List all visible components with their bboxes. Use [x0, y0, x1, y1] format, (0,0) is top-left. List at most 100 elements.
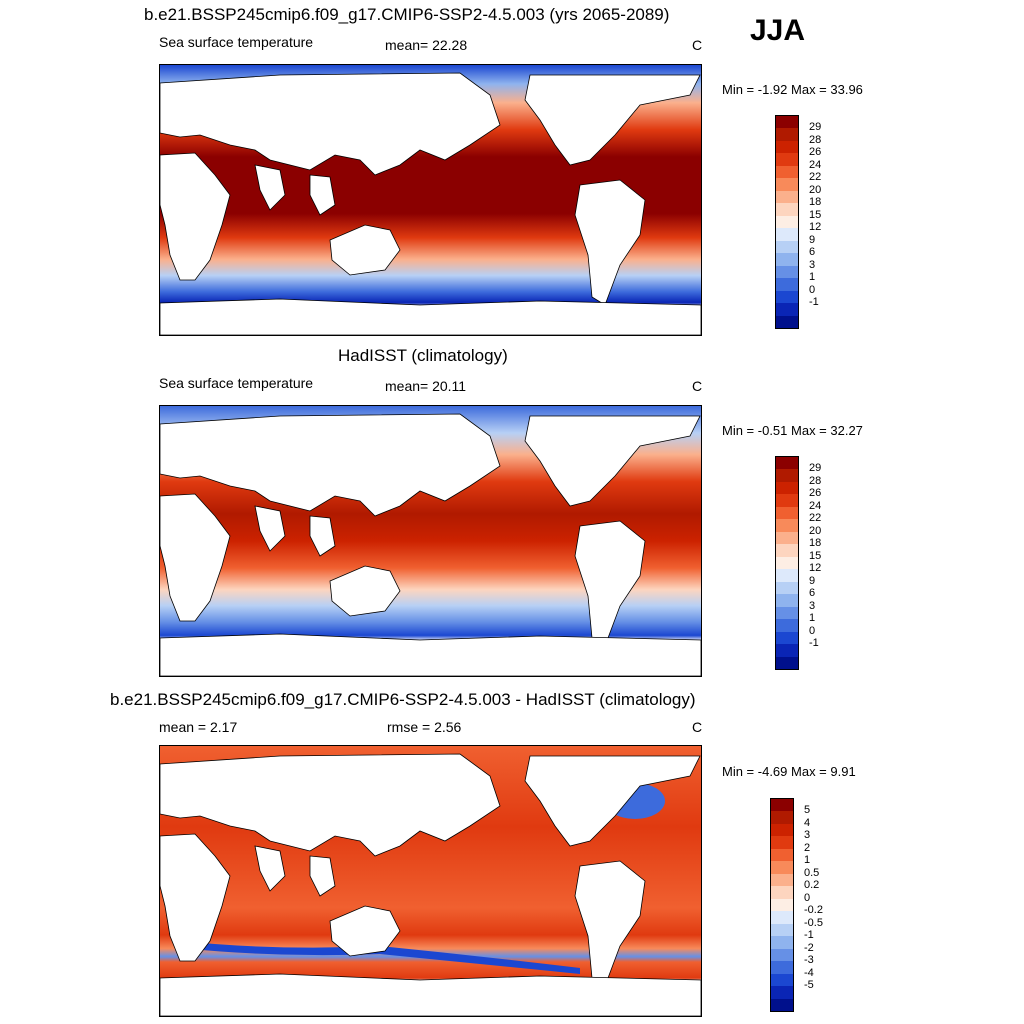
colorbar-tick-label: -5: [804, 979, 814, 992]
colorbar-tick-label: 28: [809, 133, 822, 146]
panel-1-units: C: [692, 37, 703, 53]
colorbar-tick-label: 20: [809, 524, 822, 537]
colorbar-box: [771, 811, 793, 824]
panel-1-mean: mean= 22.28: [385, 37, 468, 53]
colorbar-box: [776, 569, 798, 582]
colorbar-tick-label: 29: [809, 121, 822, 134]
colorbar-box: [776, 631, 798, 645]
colorbar-tick-label: 18: [809, 196, 822, 209]
colorbar-tick-label: 26: [809, 487, 822, 500]
panel-2-variable-label: Sea surface temperature: [159, 375, 314, 391]
colorbar-box: [776, 556, 798, 570]
colorbar-box: [776, 481, 798, 495]
colorbar-box: [776, 619, 798, 632]
colorbar-tick-label: 2: [804, 841, 811, 854]
colorbar-tick-label: -4: [804, 966, 814, 979]
colorbar-tick-label: 0.5: [804, 866, 820, 879]
colorbar-box: [776, 303, 798, 316]
season-label: JJA: [750, 14, 806, 47]
panel-2-map: [159, 405, 702, 677]
colorbar-tick-label: 24: [809, 499, 822, 512]
colorbar-tick-label: 3: [809, 599, 816, 612]
colorbar-box: [771, 923, 793, 937]
colorbar-box: [771, 911, 793, 924]
panel-2-colorbar: [775, 456, 799, 670]
colorbar-tick-label: 1: [809, 612, 816, 625]
colorbar-tick-label: 12: [809, 221, 822, 234]
colorbar-tick-label: 6: [809, 246, 816, 259]
colorbar-box: [776, 519, 798, 532]
colorbar-tick-label: 5: [804, 804, 811, 817]
colorbar-tick-label: 20: [809, 183, 822, 196]
colorbar-tick-label: 18: [809, 537, 822, 550]
colorbar-tick-label: 28: [809, 474, 822, 487]
panel-3-units: C: [692, 719, 703, 735]
colorbar-box: [776, 116, 798, 129]
colorbar-tick-label: 22: [809, 171, 822, 184]
colorbar-tick-label: 0: [804, 891, 811, 904]
colorbar-box: [771, 861, 793, 874]
colorbar-box: [771, 973, 793, 987]
colorbar-box: [771, 848, 793, 862]
colorbar-box: [776, 469, 798, 482]
colorbar-tick-label: 26: [809, 146, 822, 159]
colorbar-box: [776, 190, 798, 204]
colorbar-tick-label: 0.2: [804, 879, 820, 892]
colorbar-tick-label: 6: [809, 587, 816, 600]
colorbar-tick-label: 1: [804, 854, 811, 867]
colorbar-tick-label: 3: [804, 829, 811, 842]
colorbar-box: [771, 961, 793, 974]
panel-3-title: b.e21.BSSP245cmip6.f09_g17.CMIP6-SSP2-4.…: [110, 690, 696, 709]
colorbar-box: [776, 153, 798, 166]
panel-2-mean: mean= 20.11: [385, 378, 467, 394]
colorbar-tick-label: 15: [809, 208, 822, 221]
colorbar-box: [776, 494, 798, 507]
panel-1-title: b.e21.BSSP245cmip6.f09_g17.CMIP6-SSP2-4.…: [144, 5, 670, 24]
colorbar-tick-label: -0.5: [804, 916, 823, 929]
colorbar-box: [771, 998, 793, 1011]
colorbar-tick-label: 24: [809, 158, 822, 171]
colorbar-box: [776, 215, 798, 229]
colorbar-box: [776, 203, 798, 216]
colorbar-box: [776, 290, 798, 304]
colorbar-box: [776, 178, 798, 191]
colorbar-tick-label: -2: [804, 941, 814, 954]
colorbar-tick-label: 3: [809, 258, 816, 271]
colorbar-tick-label: 29: [809, 462, 822, 475]
colorbar-box: [771, 948, 793, 962]
panel-3-rmse: rmse = 2.56: [387, 719, 462, 735]
colorbar-box: [776, 253, 798, 266]
panel-3-map: [159, 745, 702, 1017]
colorbar-tick-label: 1: [809, 271, 816, 284]
panel-2-units: C: [692, 378, 703, 394]
colorbar-tick-label: -1: [809, 637, 819, 650]
colorbar-box: [776, 531, 798, 545]
colorbar-tick-label: 22: [809, 512, 822, 525]
colorbar-box: [776, 594, 798, 607]
colorbar-box: [771, 936, 793, 949]
panel-3-difference-field: [160, 746, 701, 1016]
colorbar-box: [776, 228, 798, 241]
colorbar-box: [771, 836, 793, 849]
panel-3-colorbar: [770, 798, 794, 1012]
panel-1-colorbar: [775, 115, 799, 329]
colorbar-box: [776, 606, 798, 620]
colorbar-box: [771, 986, 793, 999]
panel-2-title: HadISST (climatology): [338, 346, 508, 365]
panel-1-map: [159, 64, 702, 336]
colorbar-box: [776, 128, 798, 141]
colorbar-tick-label: -3: [804, 954, 814, 967]
colorbar-tick-label: -0.2: [804, 904, 823, 917]
colorbar-box: [776, 165, 798, 179]
colorbar-box: [776, 506, 798, 520]
colorbar-box: [776, 457, 798, 470]
panel-1-minmax: Min = -1.92 Max = 33.96: [722, 82, 863, 97]
panel-3-mean: mean = 2.17: [159, 719, 238, 735]
panel-3-minmax: Min = -4.69 Max = 9.91: [722, 764, 856, 779]
colorbar-tick-label: 9: [809, 233, 816, 246]
colorbar-box: [776, 315, 798, 328]
colorbar-box: [776, 544, 798, 557]
panel-2-minmax: Min = -0.51 Max = 32.27: [722, 423, 863, 438]
colorbar-box: [771, 873, 793, 887]
colorbar-box: [771, 823, 793, 837]
